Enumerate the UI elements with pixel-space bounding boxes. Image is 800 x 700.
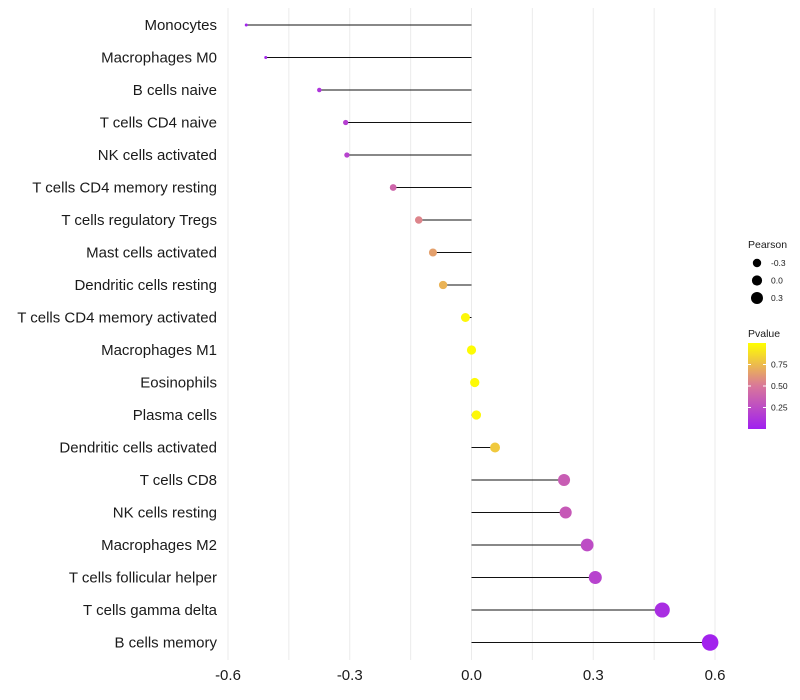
category-label: Dendritic cells resting <box>74 277 217 294</box>
lollipop-point <box>588 570 602 585</box>
category-label: Macrophages M0 <box>101 50 217 67</box>
legend-size-label: 0.0 <box>771 276 783 286</box>
category-label: T cells follicular helper <box>69 570 217 587</box>
lollipop-point <box>557 473 571 487</box>
x-tick-label: -0.3 <box>337 667 363 684</box>
lollipop-point <box>701 634 719 651</box>
lollipop-point <box>264 56 268 59</box>
category-label: T cells CD8 <box>140 472 217 489</box>
category-label: Monocytes <box>144 17 217 34</box>
category-label: B cells memory <box>114 635 217 652</box>
lollipop-point <box>466 345 477 355</box>
lollipop-point <box>428 248 437 257</box>
category-label: Mast cells activated <box>86 245 217 262</box>
legend-color-label: 0.25 <box>771 403 788 413</box>
legend-size-dot <box>751 275 763 286</box>
legend-size-dot <box>752 258 762 268</box>
category-label: NK cells resting <box>113 505 217 522</box>
category-label: Macrophages M2 <box>101 537 217 554</box>
category-label: T cells gamma delta <box>83 602 218 619</box>
lollipop-point <box>438 280 448 290</box>
legend-color-label: 0.50 <box>771 381 788 391</box>
category-label: T cells CD4 memory activated <box>17 310 217 327</box>
lollipop-stems <box>246 24 711 643</box>
legend-color-label: 0.75 <box>771 360 788 370</box>
lollipop-point <box>460 312 470 323</box>
x-axis-tick-labels: -0.6 -0.3 0.0 0.3 0.6 <box>215 667 725 684</box>
lollipop-point <box>344 152 350 158</box>
grid-lines <box>227 8 716 660</box>
lollipop-point <box>559 506 572 519</box>
legend-size-label: 0.3 <box>771 293 783 303</box>
lollipop-point <box>317 87 322 93</box>
legend-size-title: Pearson <box>748 239 787 251</box>
category-label: Eosinophils <box>140 375 217 392</box>
lollipop-point <box>414 216 423 224</box>
legend-color-title: Pvalue <box>748 328 780 340</box>
legend-colorbar <box>748 343 766 429</box>
x-tick-label: 0.3 <box>583 667 604 684</box>
category-label: T cells CD4 naive <box>100 115 217 132</box>
legend-size-entries: -0.3 0.0 0.3 <box>751 258 786 304</box>
lollipop-point <box>389 184 397 191</box>
lollipop-point <box>470 377 480 388</box>
lollipop-point <box>490 442 501 453</box>
category-labels: Monocytes Macrophages M0 B cells naive T ce… <box>17 17 217 652</box>
legend-color-ticks: 0.75 0.50 0.25 <box>748 360 788 413</box>
x-tick-label: -0.6 <box>215 667 241 684</box>
x-tick-label: 0.6 <box>705 667 726 684</box>
lollipop-point <box>343 119 349 126</box>
category-label: Plasma cells <box>133 407 217 424</box>
lollipop-point <box>244 23 248 27</box>
legend-size-label: -0.3 <box>771 258 786 268</box>
lollipop-points <box>244 23 719 651</box>
category-label: Macrophages M1 <box>101 342 217 359</box>
category-label: T cells CD4 memory resting <box>32 180 217 197</box>
category-label: Dendritic cells activated <box>59 440 217 457</box>
category-label: T cells regulatory Tregs <box>61 212 217 229</box>
lollipop-point <box>580 538 594 552</box>
category-label: NK cells activated <box>98 147 217 164</box>
x-tick-label: 0.0 <box>461 667 482 684</box>
lollipop-point <box>654 602 670 618</box>
lollipop-point <box>471 410 482 420</box>
category-label: B cells naive <box>133 82 217 99</box>
legend-size-dot <box>751 292 763 304</box>
legend: Pearson -0.3 0.0 0.3 Pvalue 0.75 0.50 0.25 <box>748 239 788 429</box>
